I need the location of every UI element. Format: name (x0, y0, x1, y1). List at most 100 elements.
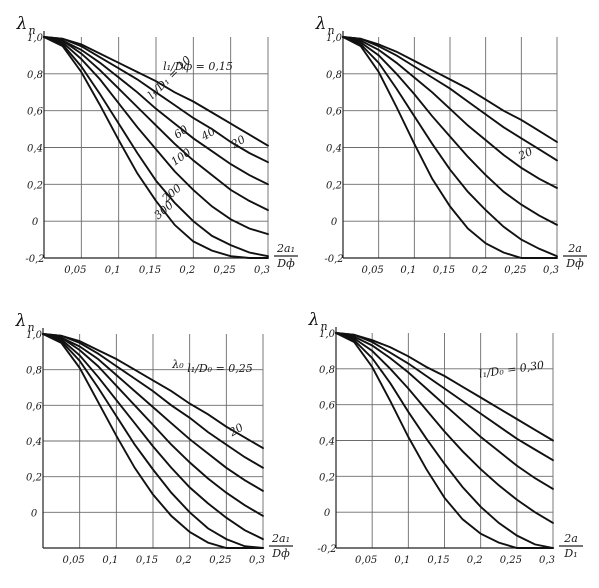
x-tick-label: 0,1 (400, 265, 416, 276)
x-axis-label-denominator: Dф (271, 547, 290, 560)
curve-annotation: l₁/D₀ = 0,25 (187, 362, 253, 375)
x-axis-label-denominator: D₁ (563, 547, 577, 560)
curve-annotation: 40 (198, 125, 217, 144)
x-tick-label: 0,25 (504, 265, 526, 276)
y-tick-label: 1,0 (26, 330, 43, 341)
y-axis-label: λ (308, 310, 320, 330)
curve-annotation: 20 (228, 133, 247, 152)
series-line (335, 332, 554, 442)
x-tick-label: 0,25 (209, 555, 231, 566)
y-tick-label: 0,2 (319, 472, 335, 483)
series-line (342, 36, 558, 143)
series-line (42, 333, 264, 541)
series-line (42, 333, 264, 517)
x-tick-label: 0,15 (139, 265, 161, 276)
y-tick-label: 0,8 (27, 70, 43, 81)
x-tick-label: 0,3 (254, 265, 270, 276)
x-tick-label: 0,1 (105, 265, 121, 276)
chart-panel: λ п1,0 0,8 0,6 0,4 0,2 0 0,05 0,1 0,15 0,2 0,25 0,3 2… (15, 311, 293, 566)
y-tick-label: 0,4 (319, 437, 335, 448)
y-tick-label: 0,8 (26, 366, 42, 377)
y-axis-label: λ (315, 14, 327, 34)
series-line (335, 332, 554, 462)
series-line (42, 333, 264, 492)
x-tick-label: 0,05 (63, 555, 85, 566)
y-tick-label: 0,6 (27, 107, 44, 118)
series-line (42, 333, 264, 450)
y-axis-label-subscript: п (27, 321, 34, 334)
y-tick-label: 0,4 (27, 144, 43, 155)
curve-annotation: l₁/Dф = 0,15 (163, 60, 233, 73)
y-axis-label-subscript: п (327, 24, 334, 37)
series-line (335, 332, 554, 524)
curve-annotation: 20 (226, 421, 245, 440)
series-line (42, 333, 264, 469)
curve-annotation: 60 (172, 123, 191, 142)
x-axis-label-numerator: 2a (567, 242, 582, 255)
y-tick-label: 1,0 (319, 329, 336, 340)
x-axis-label-denominator: Dф (565, 257, 584, 270)
x-tick-label: 0,3 (249, 555, 265, 566)
x-tick-label: 0,2 (467, 555, 483, 566)
series-line (43, 36, 269, 164)
curve-annotation: l₁/D₀ = 0,30 (478, 359, 545, 381)
y-tick-label: 0,2 (26, 473, 42, 484)
y-axis-label-subscript: п (320, 320, 327, 333)
y-tick-label: 0,6 (326, 107, 343, 118)
y-tick-label: 1,0 (326, 33, 343, 44)
x-tick-label: 0,1 (394, 555, 410, 566)
y-axis-label-subscript: п (28, 24, 35, 37)
y-tick-label: 0,4 (326, 144, 342, 155)
x-tick-label: 0,2 (179, 265, 195, 276)
series-line (43, 36, 269, 258)
x-tick-label: 0,15 (136, 555, 158, 566)
y-tick-label: 0,6 (319, 401, 336, 412)
y-tick-label: 1,0 (27, 33, 44, 44)
y-tick-label: 0,2 (27, 180, 43, 191)
x-axis-label-numerator: 2a₁ (271, 532, 290, 545)
x-tick-label: 0,05 (362, 265, 384, 276)
y-tick-label: 0 (32, 217, 39, 228)
y-tick-label: 0 (324, 508, 331, 519)
y-tick-label: 0,8 (319, 365, 335, 376)
y-tick-label: 0 (331, 217, 338, 228)
series-line (43, 36, 269, 259)
series-line (43, 36, 269, 212)
series-line (335, 332, 554, 549)
x-tick-label: 0,25 (500, 555, 522, 566)
x-tick-label: 0,3 (543, 265, 559, 276)
y-tick-label: 0 (31, 508, 38, 519)
series-line (43, 36, 269, 147)
chart-panel: λ п1,0 0,8 0,6 0,4 0,2 0 -0,2 0,05 0,1 0,15 0,2 0,25… (16, 14, 298, 276)
series-line (43, 36, 269, 236)
chart-panel: λ п1,0 0,8 0,6 0,4 0,2 0 -0,2 0,05 0,1 0,15 0,2 0,25… (315, 14, 587, 276)
curve-annotation: 300 (152, 199, 176, 222)
x-tick-label: 0,05 (355, 555, 377, 566)
x-tick-label: 0,05 (64, 265, 86, 276)
y-tick-label: 0,8 (326, 70, 342, 81)
x-tick-label: 0,15 (433, 265, 455, 276)
x-tick-label: 0,3 (539, 555, 555, 566)
series-line (335, 332, 554, 549)
y-axis-label: λ (15, 311, 27, 331)
series-line (342, 36, 558, 258)
y-tick-label: 0,4 (26, 437, 42, 448)
series-line (342, 36, 558, 226)
series-line (342, 36, 558, 259)
chart-panel: λ п1,0 0,8 0,6 0,4 0,2 0 -0,2 0,05 0,1 0,15 0,2 0,25… (308, 310, 583, 566)
x-tick-label: 0,1 (102, 555, 118, 566)
y-tick-label: 0,2 (326, 180, 342, 191)
series-line (335, 332, 554, 490)
x-tick-label: 0,2 (472, 265, 488, 276)
curve-annotation: λ₀ (171, 358, 184, 371)
y-tick-label: -0,2 (317, 544, 336, 555)
y-tick-label: 0,6 (26, 401, 43, 412)
curve-annotation: 100 (169, 146, 194, 169)
x-tick-label: 0,25 (214, 265, 236, 276)
series-line (42, 333, 264, 549)
y-tick-label: -0,2 (324, 254, 343, 265)
x-axis-label-numerator: 2a₁ (276, 242, 295, 255)
x-tick-label: 0,2 (176, 555, 192, 566)
